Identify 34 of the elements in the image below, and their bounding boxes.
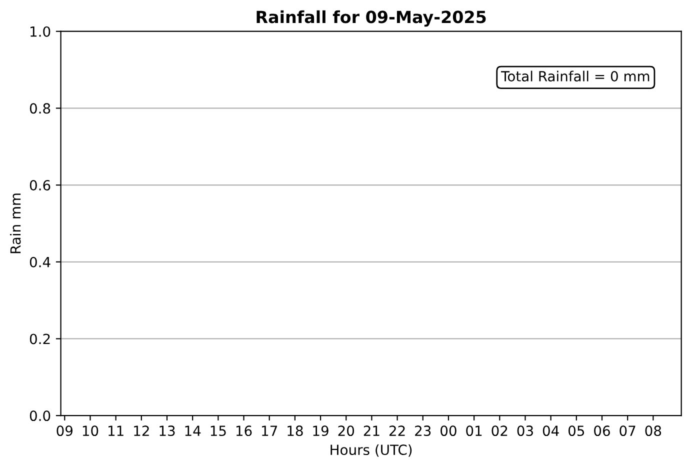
x-axis-title: Hours (UTC): [330, 444, 412, 457]
x-tick-label: 04: [542, 426, 559, 436]
x-tick-label: 03: [517, 426, 533, 436]
x-tick-label: 22: [389, 426, 405, 436]
y-tick-label: 1.0: [30, 26, 50, 37]
x-tick-label: 19: [313, 426, 328, 436]
x-tick-label: 17: [262, 426, 278, 436]
x-tick-label: 23: [415, 426, 431, 436]
x-tick-label: 09: [56, 426, 73, 436]
y-tick-label: 0.8: [30, 103, 50, 114]
annotation: Total Rainfall = 0 mm: [501, 70, 650, 82]
y-axis-title: Rain mm: [10, 194, 21, 254]
x-tick-label: 15: [210, 426, 226, 436]
x-tick-label: 12: [134, 426, 149, 436]
x-tick-label: 10: [82, 426, 98, 436]
x-tick-label: 18: [288, 426, 303, 436]
y-tick-label: 0.6: [30, 180, 50, 191]
x-tick-label: 07: [620, 426, 636, 436]
chart-title: Rainfall for 09-May-2025: [256, 10, 486, 27]
x-tick-label: 16: [236, 426, 252, 436]
y-tick-label: 0.0: [30, 410, 50, 422]
x-tick-label: 14: [185, 426, 201, 436]
x-tick-label: 13: [160, 426, 175, 436]
y-tick-label: 0.4: [30, 256, 50, 268]
x-tick-label: 08: [645, 426, 662, 436]
y-tick-label: 0.2: [30, 334, 50, 344]
x-tick-label: 06: [594, 426, 610, 436]
x-tick-label: 00: [440, 426, 456, 436]
x-tick-label: 20: [338, 426, 354, 436]
x-tick-label: 11: [108, 426, 124, 436]
x-tick-label: 02: [492, 426, 508, 436]
x-tick-label: 01: [466, 426, 482, 436]
x-tick-label: 05: [568, 426, 584, 436]
x-tick-label: 21: [364, 426, 380, 436]
